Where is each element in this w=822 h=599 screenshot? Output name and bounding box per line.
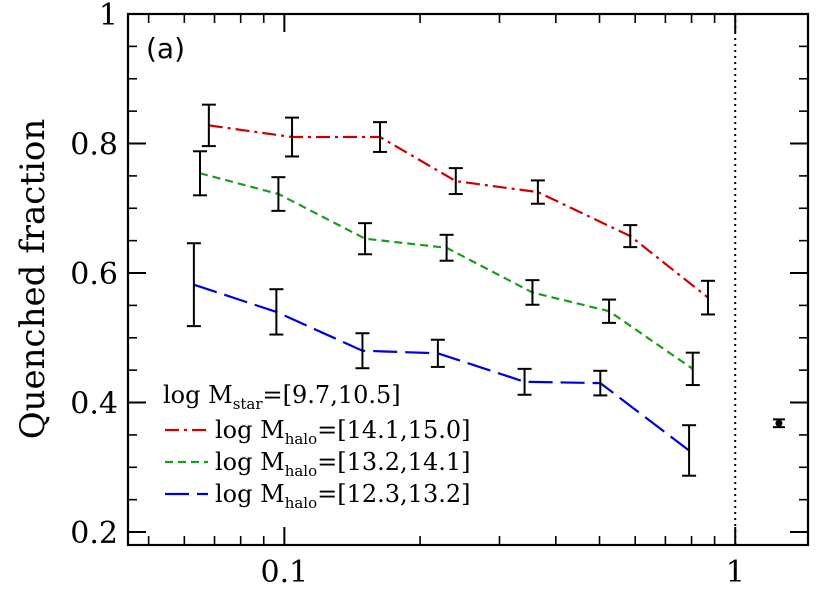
errorbar-s3-p2 <box>269 288 284 336</box>
y-axis-title: Quenched fraction <box>13 119 53 439</box>
errorbar-s1-p2 <box>285 116 300 158</box>
y-tick-label: 1 <box>99 0 118 33</box>
legend-label-main: log M <box>215 480 285 508</box>
legend-label-sub: halo <box>285 494 317 512</box>
errorbar-s2-p4 <box>439 233 454 262</box>
y-tick-label: 0.6 <box>70 257 118 292</box>
errorbar-s3-p7 <box>682 424 697 477</box>
errorbar-s1-p6 <box>623 224 638 249</box>
legend-title-main: log M <box>163 381 233 409</box>
legend-title-range: =[9.7,10.5] <box>263 381 401 409</box>
x-tick-label: 0.1 <box>261 555 309 590</box>
errorbar-s1-p7 <box>700 279 715 316</box>
plot-frame <box>126 12 810 547</box>
legend-label-sub: halo <box>285 430 317 448</box>
legend-label-3: log Mhalo=[12.3,13.2] <box>215 480 470 512</box>
errorbar-s2-p1 <box>193 150 208 197</box>
y-tick-label: 0.4 <box>70 387 118 422</box>
legend-label-main: log M <box>215 416 285 444</box>
errorbar-s1-p1 <box>201 103 216 148</box>
errorbar-s3-p1 <box>186 242 201 328</box>
x-tick-label: 1 <box>726 555 745 590</box>
errorbar-s2-p6 <box>602 298 617 324</box>
errorbar-s3-p4 <box>430 338 445 368</box>
legend: log Mstar=[9.7,10.5] log Mhalo=[14.1,15.… <box>163 381 470 512</box>
legend-title-sub: star <box>233 395 264 413</box>
axis-tick-labels: 0.2 0.4 0.6 0.8 1 0.1 1 <box>70 0 745 590</box>
errorbar-s2-p5 <box>525 279 540 306</box>
errorbar-s1-p4 <box>448 167 463 196</box>
errorbar-s3-p5 <box>517 367 532 396</box>
errorbar-s2-p2 <box>271 176 286 212</box>
series-line-2 <box>199 172 694 370</box>
outlier-point <box>775 419 783 427</box>
legend-label-range: =[13.2,14.1] <box>317 448 470 476</box>
errorbar-s2-p7 <box>685 351 700 387</box>
legend-label-range: =[14.1,15.0] <box>317 416 470 444</box>
y-tick-label: 0.8 <box>70 128 118 163</box>
legend-label-2: log Mhalo=[13.2,14.1] <box>215 448 470 480</box>
outlier-point-group <box>772 418 785 429</box>
legend-label-range: =[12.3,13.2] <box>317 480 470 508</box>
y-tick-label: 0.2 <box>70 516 118 551</box>
legend-label-sub: halo <box>285 462 317 480</box>
legend-title: log Mstar=[9.7,10.5] <box>163 381 401 413</box>
errorbar-s1-p3 <box>373 121 388 153</box>
legend-label-1: log Mhalo=[14.1,15.0] <box>215 416 470 448</box>
legend-label-main: log M <box>215 448 285 476</box>
errorbar-s2-p3 <box>358 222 373 256</box>
errorbar-layer <box>186 103 715 477</box>
errorbar-s3-p6 <box>593 369 608 397</box>
errorbar-s1-p5 <box>530 179 545 205</box>
errorbar-s3-p3 <box>355 332 370 370</box>
panel-label: (a) <box>146 32 185 65</box>
